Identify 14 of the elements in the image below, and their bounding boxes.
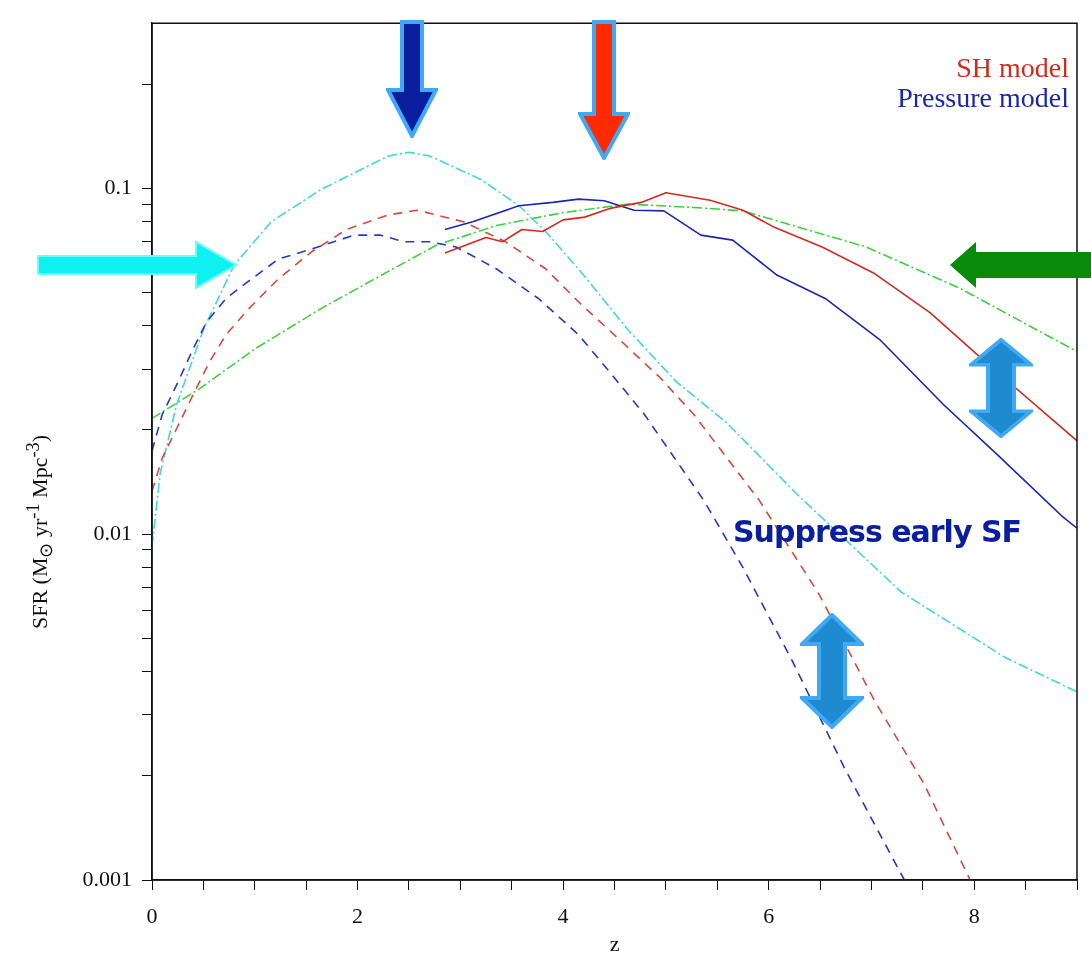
x-tick-label: 6 — [763, 902, 775, 928]
x-tick-label: 4 — [557, 902, 569, 928]
annotation: Suppress early SF — [733, 514, 1021, 549]
x-tick-label: 2 — [352, 902, 364, 928]
x-tick-label: 0 — [146, 902, 158, 928]
text: Pressure model — [897, 81, 1070, 113]
y-tick-label: 0.01 — [93, 519, 132, 545]
y-tick-label: 0.1 — [104, 174, 132, 200]
x-axis-title: z — [609, 930, 620, 956]
y-tick-label: 0.001 — [82, 865, 132, 891]
line-series — [152, 203, 1077, 420]
x-tick-label: 8 — [968, 902, 980, 928]
line-series — [152, 151, 1077, 693]
text: SH model — [956, 51, 1070, 83]
